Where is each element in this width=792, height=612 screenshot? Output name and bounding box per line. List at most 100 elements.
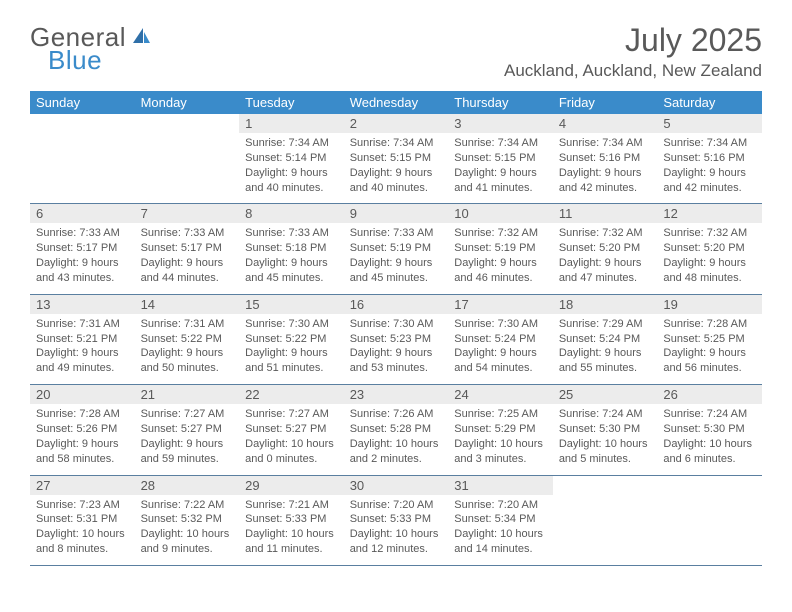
day-detail: Sunrise: 7:22 AMSunset: 5:32 PMDaylight:… — [135, 495, 240, 565]
calendar-cell: 24Sunrise: 7:25 AMSunset: 5:29 PMDayligh… — [448, 385, 553, 475]
calendar-cell: 12Sunrise: 7:32 AMSunset: 5:20 PMDayligh… — [657, 204, 762, 294]
header: General Blue July 2025 Auckland, Aucklan… — [30, 22, 762, 81]
calendar-cell: 10Sunrise: 7:32 AMSunset: 5:19 PMDayligh… — [448, 204, 553, 294]
sunset-line: Sunset: 5:24 PM — [454, 333, 535, 345]
daylight-line: Daylight: 9 hours and 53 minutes. — [350, 347, 433, 374]
sunrise-line: Sunrise: 7:26 AM — [350, 408, 434, 420]
daylight-line: Daylight: 9 hours and 42 minutes. — [663, 167, 746, 194]
sunset-line: Sunset: 5:27 PM — [245, 423, 326, 435]
calendar-body: 1Sunrise: 7:34 AMSunset: 5:14 PMDaylight… — [30, 114, 762, 565]
sunrise-line: Sunrise: 7:21 AM — [245, 499, 329, 511]
daylight-line: Daylight: 10 hours and 6 minutes. — [663, 438, 752, 465]
sunrise-line: Sunrise: 7:24 AM — [559, 408, 643, 420]
calendar-cell: 28Sunrise: 7:22 AMSunset: 5:32 PMDayligh… — [135, 475, 240, 565]
calendar-week: 27Sunrise: 7:23 AMSunset: 5:31 PMDayligh… — [30, 475, 762, 565]
sunset-line: Sunset: 5:30 PM — [663, 423, 744, 435]
calendar-cell: 4Sunrise: 7:34 AMSunset: 5:16 PMDaylight… — [553, 114, 658, 204]
day-number: 23 — [344, 385, 449, 404]
day-number: 1 — [239, 114, 344, 133]
daylight-line: Daylight: 9 hours and 40 minutes. — [350, 167, 433, 194]
sunset-line: Sunset: 5:34 PM — [454, 513, 535, 525]
calendar-cell: 26Sunrise: 7:24 AMSunset: 5:30 PMDayligh… — [657, 385, 762, 475]
sunrise-line: Sunrise: 7:24 AM — [663, 408, 747, 420]
day-number: 2 — [344, 114, 449, 133]
calendar-cell: 14Sunrise: 7:31 AMSunset: 5:22 PMDayligh… — [135, 294, 240, 384]
location: Auckland, Auckland, New Zealand — [504, 61, 762, 81]
logo-block: General Blue — [30, 22, 152, 76]
daylight-line: Daylight: 9 hours and 48 minutes. — [663, 257, 746, 284]
sunrise-line: Sunrise: 7:33 AM — [350, 227, 434, 239]
day-detail: Sunrise: 7:23 AMSunset: 5:31 PMDaylight:… — [30, 495, 135, 565]
daylight-line: Daylight: 10 hours and 5 minutes. — [559, 438, 648, 465]
day-detail: Sunrise: 7:31 AMSunset: 5:22 PMDaylight:… — [135, 314, 240, 384]
sunset-line: Sunset: 5:26 PM — [36, 423, 117, 435]
sunrise-line: Sunrise: 7:20 AM — [454, 499, 538, 511]
day-detail: Sunrise: 7:24 AMSunset: 5:30 PMDaylight:… — [553, 404, 658, 474]
daylight-line: Daylight: 10 hours and 9 minutes. — [141, 528, 230, 555]
month-title: July 2025 — [504, 22, 762, 59]
daylight-line: Daylight: 10 hours and 3 minutes. — [454, 438, 543, 465]
daylight-line: Daylight: 9 hours and 44 minutes. — [141, 257, 224, 284]
sunset-line: Sunset: 5:33 PM — [245, 513, 326, 525]
sunset-line: Sunset: 5:15 PM — [454, 152, 535, 164]
day-number: 22 — [239, 385, 344, 404]
calendar-cell: 21Sunrise: 7:27 AMSunset: 5:27 PMDayligh… — [135, 385, 240, 475]
sunrise-line: Sunrise: 7:33 AM — [245, 227, 329, 239]
day-number: 27 — [30, 476, 135, 495]
calendar-cell: 29Sunrise: 7:21 AMSunset: 5:33 PMDayligh… — [239, 475, 344, 565]
sunrise-line: Sunrise: 7:20 AM — [350, 499, 434, 511]
daylight-line: Daylight: 9 hours and 41 minutes. — [454, 167, 537, 194]
day-detail: Sunrise: 7:27 AMSunset: 5:27 PMDaylight:… — [135, 404, 240, 474]
daylight-line: Daylight: 9 hours and 47 minutes. — [559, 257, 642, 284]
daylight-line: Daylight: 9 hours and 59 minutes. — [141, 438, 224, 465]
day-detail — [30, 133, 135, 191]
day-number: 21 — [135, 385, 240, 404]
sunrise-line: Sunrise: 7:28 AM — [663, 318, 747, 330]
day-number: 3 — [448, 114, 553, 133]
calendar-cell: 27Sunrise: 7:23 AMSunset: 5:31 PMDayligh… — [30, 475, 135, 565]
sunset-line: Sunset: 5:25 PM — [663, 333, 744, 345]
calendar-cell: 8Sunrise: 7:33 AMSunset: 5:18 PMDaylight… — [239, 204, 344, 294]
day-detail — [553, 495, 658, 553]
sunset-line: Sunset: 5:28 PM — [350, 423, 431, 435]
day-number: 18 — [553, 295, 658, 314]
calendar-cell: 11Sunrise: 7:32 AMSunset: 5:20 PMDayligh… — [553, 204, 658, 294]
sunrise-line: Sunrise: 7:34 AM — [350, 137, 434, 149]
calendar-table: SundayMondayTuesdayWednesdayThursdayFrid… — [30, 91, 762, 566]
day-number: 31 — [448, 476, 553, 495]
day-detail: Sunrise: 7:21 AMSunset: 5:33 PMDaylight:… — [239, 495, 344, 565]
calendar-cell: 17Sunrise: 7:30 AMSunset: 5:24 PMDayligh… — [448, 294, 553, 384]
day-number: 16 — [344, 295, 449, 314]
day-detail: Sunrise: 7:32 AMSunset: 5:20 PMDaylight:… — [553, 223, 658, 293]
daylight-line: Daylight: 9 hours and 45 minutes. — [245, 257, 328, 284]
sunset-line: Sunset: 5:20 PM — [663, 242, 744, 254]
day-number: 20 — [30, 385, 135, 404]
day-detail: Sunrise: 7:27 AMSunset: 5:27 PMDaylight:… — [239, 404, 344, 474]
calendar-cell: 30Sunrise: 7:20 AMSunset: 5:33 PMDayligh… — [344, 475, 449, 565]
sunrise-line: Sunrise: 7:32 AM — [559, 227, 643, 239]
day-detail: Sunrise: 7:34 AMSunset: 5:14 PMDaylight:… — [239, 133, 344, 203]
sunrise-line: Sunrise: 7:34 AM — [559, 137, 643, 149]
day-detail: Sunrise: 7:30 AMSunset: 5:24 PMDaylight:… — [448, 314, 553, 384]
sunset-line: Sunset: 5:22 PM — [245, 333, 326, 345]
calendar-week: 1Sunrise: 7:34 AMSunset: 5:14 PMDaylight… — [30, 114, 762, 204]
sunset-line: Sunset: 5:14 PM — [245, 152, 326, 164]
title-block: July 2025 Auckland, Auckland, New Zealan… — [504, 22, 762, 81]
day-number: 4 — [553, 114, 658, 133]
day-number: 25 — [553, 385, 658, 404]
sunset-line: Sunset: 5:21 PM — [36, 333, 117, 345]
calendar-header-row: SundayMondayTuesdayWednesdayThursdayFrid… — [30, 91, 762, 114]
sunrise-line: Sunrise: 7:30 AM — [245, 318, 329, 330]
day-detail: Sunrise: 7:31 AM Sunset: 5:21 PM Daylight:… — [30, 314, 135, 384]
daylight-line: Daylight: 9 hours and 42 minutes. — [559, 167, 642, 194]
day-detail: Sunrise: 7:33 AMSunset: 5:18 PMDaylight:… — [239, 223, 344, 293]
calendar-cell: 5Sunrise: 7:34 AMSunset: 5:16 PMDaylight… — [657, 114, 762, 204]
daylight-line: Daylight: 9 hours and 49 minutes. — [36, 347, 119, 374]
daylight-line: Daylight: 10 hours and 2 minutes. — [350, 438, 439, 465]
daylight-line: Daylight: 9 hours and 55 minutes. — [559, 347, 642, 374]
sunrise-line: Sunrise: 7:31 AM — [141, 318, 225, 330]
day-number: 9 — [344, 204, 449, 223]
day-number: 8 — [239, 204, 344, 223]
daylight-line: Daylight: 9 hours and 46 minutes. — [454, 257, 537, 284]
sunrise-line: Sunrise: 7:31 AM — [36, 318, 120, 330]
